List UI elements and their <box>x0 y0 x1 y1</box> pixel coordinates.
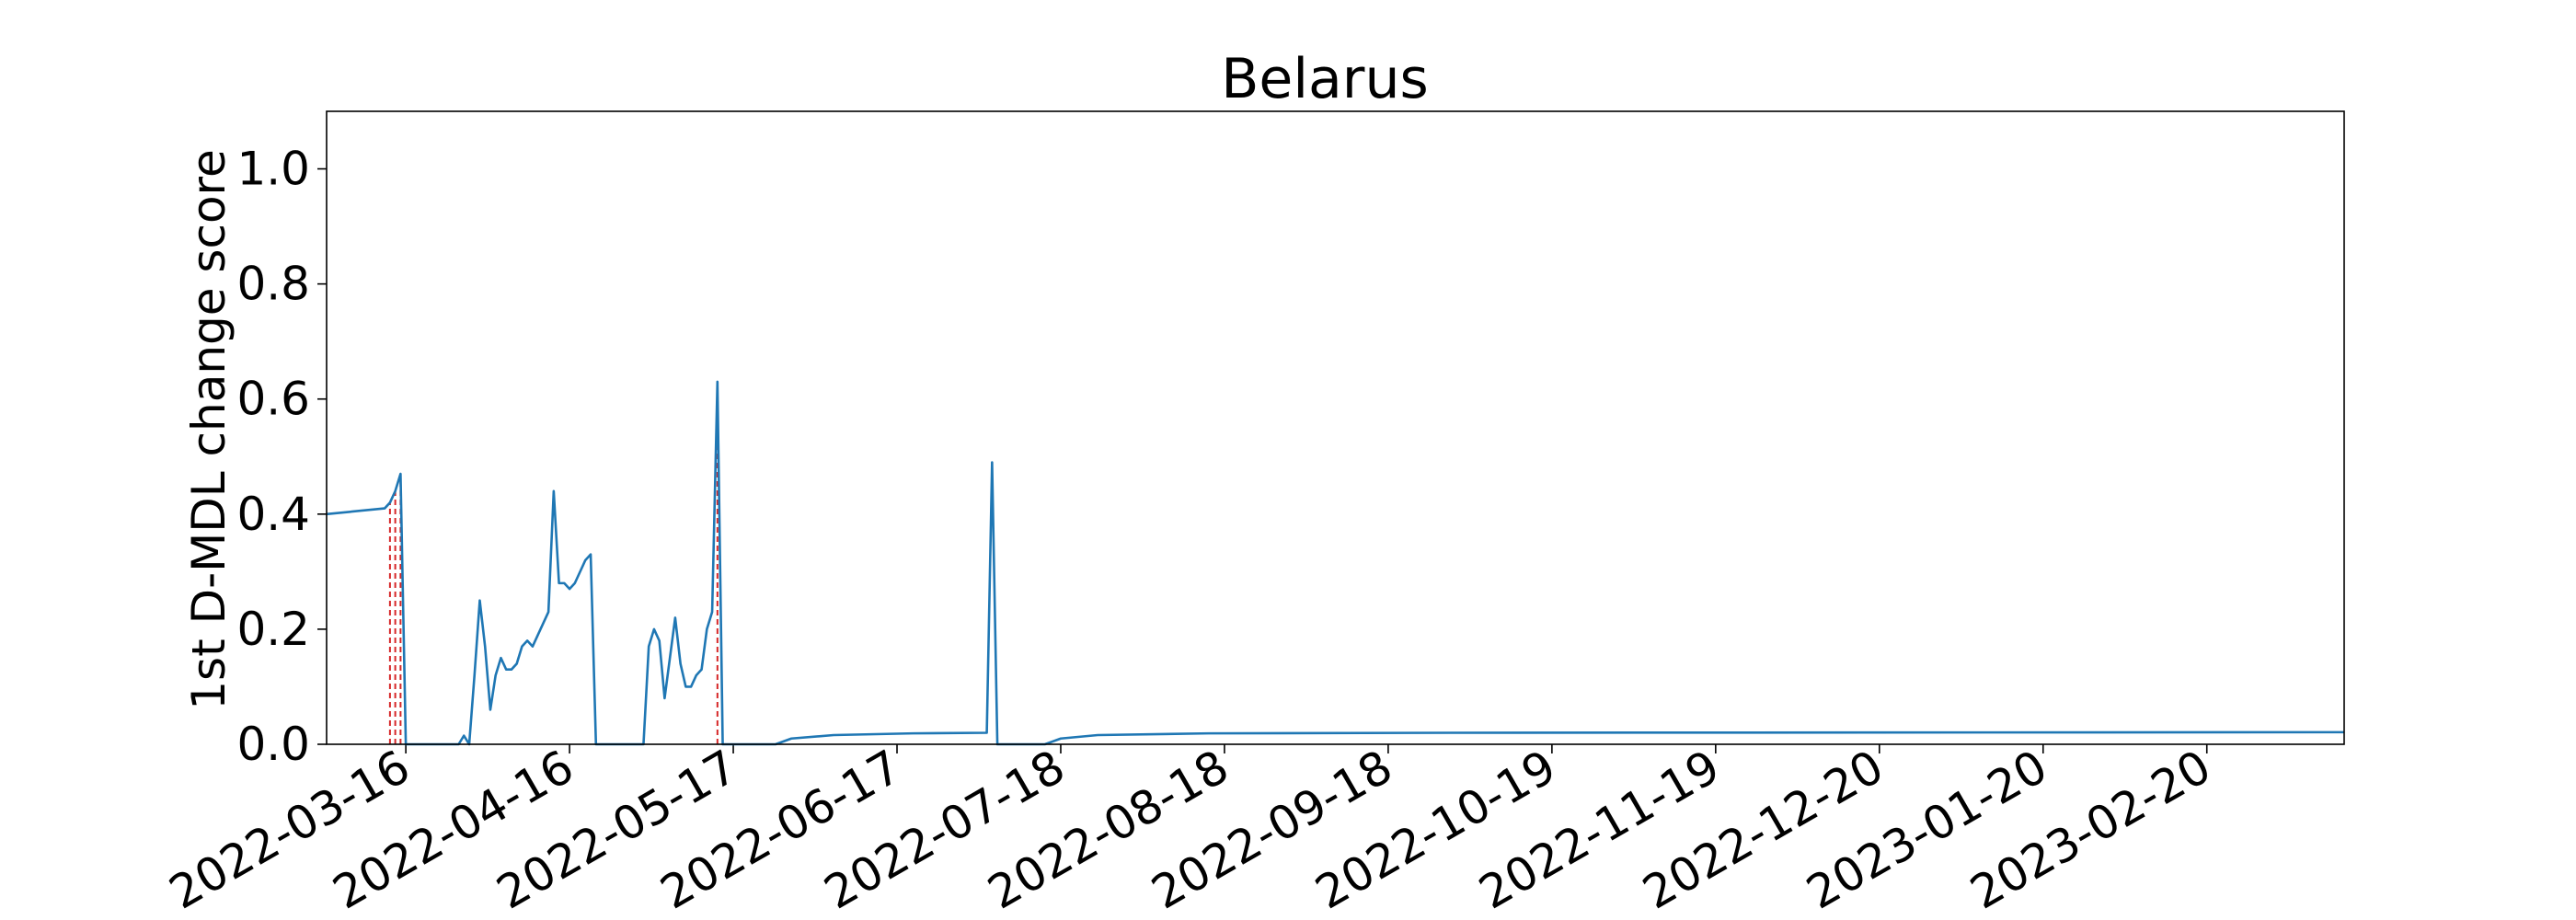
y-tick-label: 0.8 <box>236 258 310 311</box>
series-line <box>326 380 2345 746</box>
plot-frame <box>326 110 2345 745</box>
y-tick-label: 1.0 <box>236 143 310 196</box>
plot-area <box>326 380 2345 746</box>
change-point-markers <box>388 381 719 744</box>
y-axis-title: 1st D-MDL change score <box>182 149 236 710</box>
y-tick-label: 0.2 <box>236 603 310 656</box>
y-tick-label: 0.6 <box>236 373 310 426</box>
y-tick-label: 0.4 <box>236 488 310 541</box>
y-axis: 0.0 0.2 0.4 0.6 0.8 1.0 <box>236 143 327 771</box>
chart-title: Belarus <box>1221 47 1428 111</box>
y-tick-label: 0.0 <box>236 718 310 771</box>
x-axis: 2022-03-162022-04-162022-05-172022-06-17… <box>160 740 2219 920</box>
